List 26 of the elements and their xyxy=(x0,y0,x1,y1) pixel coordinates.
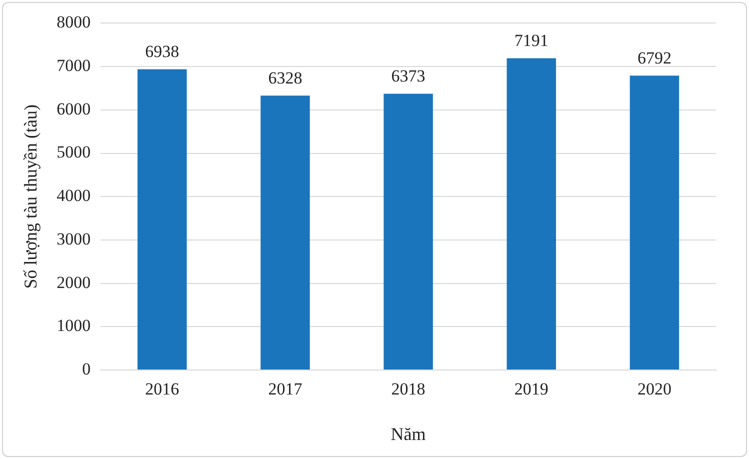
y-tick-label: 0 xyxy=(82,359,91,378)
data-label: 6373 xyxy=(391,66,426,86)
y-tick-label: 7000 xyxy=(56,56,91,76)
y-tick-label: 6000 xyxy=(56,99,91,118)
data-label: 6792 xyxy=(637,48,672,68)
y-tick-label: 1000 xyxy=(56,316,91,336)
x-tick-label: 2016 xyxy=(145,380,180,399)
y-axis-title: Số lượng tàu thuyền (tàu) xyxy=(20,104,41,289)
y-tick-label: 5000 xyxy=(56,142,91,162)
y-tick-label: 4000 xyxy=(56,186,91,206)
y-tick-label: 8000 xyxy=(56,12,91,32)
data-label: 6938 xyxy=(145,42,180,62)
bar xyxy=(630,76,680,370)
bar xyxy=(260,96,310,370)
data-label: 6328 xyxy=(268,68,302,88)
x-tick-label: 2018 xyxy=(391,380,426,399)
x-tick-label: 2020 xyxy=(637,380,672,399)
bar xyxy=(138,69,187,370)
y-tick-label: 3000 xyxy=(56,229,91,248)
x-axis-title: Năm xyxy=(390,424,426,444)
x-tick-label: 2019 xyxy=(514,380,548,399)
y-tick-label: 2000 xyxy=(56,272,91,292)
x-tick-label: 2017 xyxy=(268,380,303,399)
data-label: 7191 xyxy=(514,31,548,50)
bar xyxy=(384,94,433,370)
bar xyxy=(506,58,556,370)
